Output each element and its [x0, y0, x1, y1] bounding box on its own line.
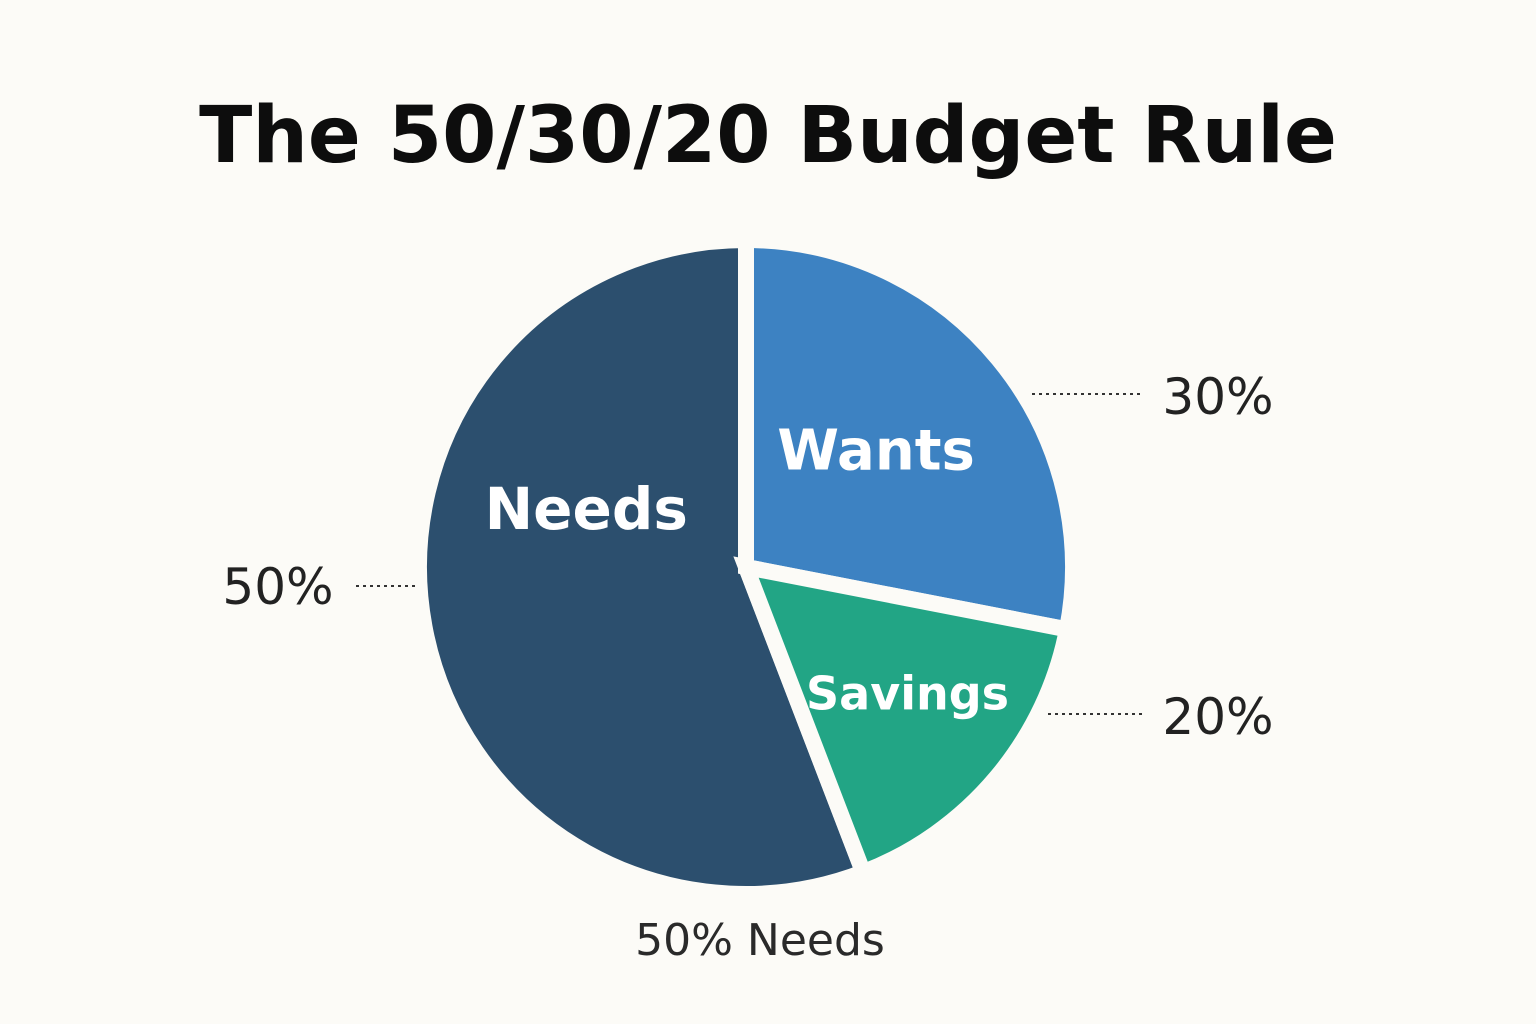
percent-label-savings: 20% — [1162, 688, 1273, 746]
pie-slices — [411, 231, 1081, 902]
leader-lines — [356, 393, 1142, 715]
percent-label-needs: 50% — [222, 558, 333, 616]
slice-label-wants: Wants — [777, 419, 975, 484]
pie-slice-needs — [411, 231, 874, 902]
slice-label-needs: Needs — [485, 475, 688, 543]
chart-caption: 50% Needs — [635, 915, 885, 966]
slice-labels: Needs Wants Savings — [485, 419, 1009, 721]
pie-slice-wants — [738, 231, 1081, 639]
pie-slice-savings — [733, 556, 1077, 883]
slice-label-savings: Savings — [806, 666, 1009, 720]
percent-labels: 50% 30% 20% — [222, 368, 1273, 746]
chart-title: The 50/30/20 Budget Rule — [199, 91, 1337, 181]
percent-label-wants: 30% — [1162, 368, 1273, 426]
